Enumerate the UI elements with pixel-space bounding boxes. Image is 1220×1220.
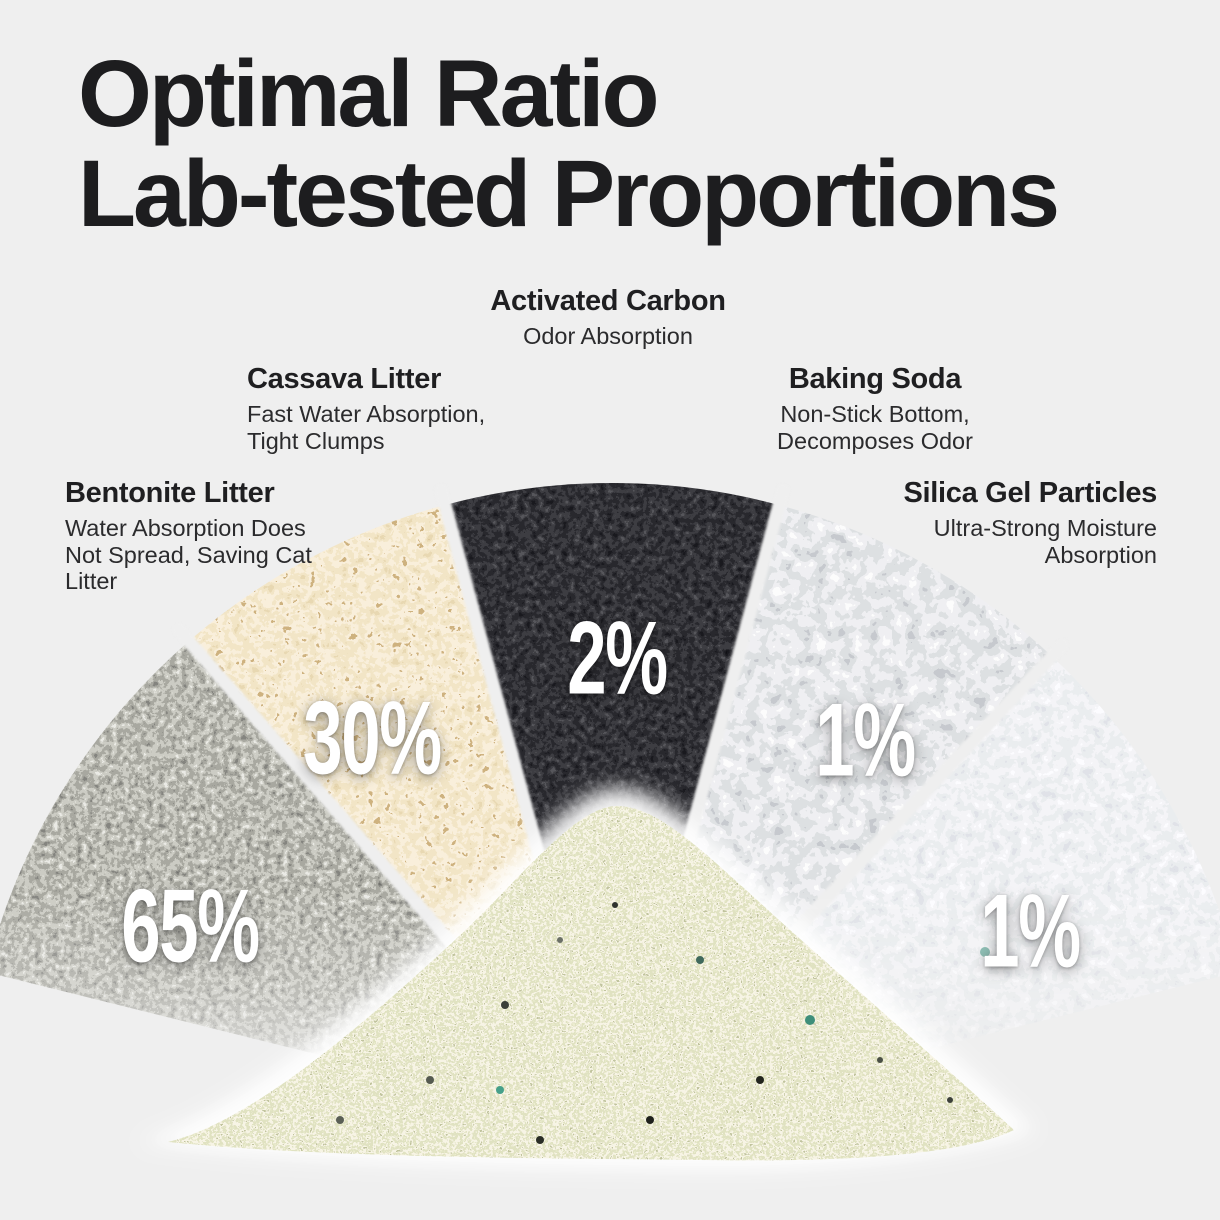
percent-label-baking-soda: 1% bbox=[815, 682, 916, 799]
litter-pile bbox=[168, 806, 1014, 1161]
silica-teal-speck bbox=[980, 947, 990, 957]
baking-soda-description-line-1: Non-Stick Bottom, bbox=[780, 401, 970, 427]
label-cassava-litter: Cassava Litter Fast Water Absorption, Ti… bbox=[247, 362, 485, 454]
percent-label-bentonite: 65% bbox=[121, 868, 260, 985]
label-baking-soda: Baking Soda Non-Stick Bottom, Decomposes… bbox=[675, 362, 1075, 454]
title-line-1: Optimal Ratio bbox=[78, 41, 660, 147]
percent-label-cassava: 30% bbox=[303, 680, 442, 797]
page-title: Optimal Ratio Lab-tested Proportions bbox=[78, 41, 1060, 247]
label-activated-carbon: Activated Carbon Odor Absorption bbox=[408, 284, 808, 350]
baking-soda-name: Baking Soda bbox=[788, 363, 962, 395]
silica-description-line-2: Absorption bbox=[1044, 541, 1157, 568]
cassava-description-line-2: Tight Clumps bbox=[247, 427, 385, 454]
silica-description-line-1: Ultra-Strong Moisture bbox=[933, 515, 1157, 541]
label-silica-gel-particles: Silica Gel Particles Ultra-Strong Moistu… bbox=[903, 476, 1157, 568]
silica-name: Silica Gel Particles bbox=[903, 477, 1157, 509]
bentonite-description-line-2: Not Spread, Saving Cat bbox=[65, 541, 312, 568]
cassava-description-line-1: Fast Water Absorption, bbox=[247, 401, 486, 427]
bentonite-name: Bentonite Litter bbox=[65, 477, 275, 509]
bentonite-description-line-1: Water Absorption Does bbox=[65, 515, 306, 541]
baking-soda-description-line-2: Decomposes Odor bbox=[777, 427, 973, 454]
percent-label-silica-gel: 1% bbox=[980, 873, 1081, 990]
cassava-name: Cassava Litter bbox=[247, 363, 442, 395]
bentonite-description-line-3: Litter bbox=[65, 568, 118, 594]
activated-carbon-description: Odor Absorption bbox=[523, 323, 693, 349]
pile-specks bbox=[336, 902, 953, 1144]
title-line-2: Lab-tested Proportions bbox=[78, 141, 1060, 247]
label-bentonite-litter: Bentonite Litter Water Absorption Does N… bbox=[65, 476, 312, 595]
activated-carbon-name: Activated Carbon bbox=[490, 285, 726, 317]
percent-label-activated-carbon: 2% bbox=[567, 600, 668, 717]
